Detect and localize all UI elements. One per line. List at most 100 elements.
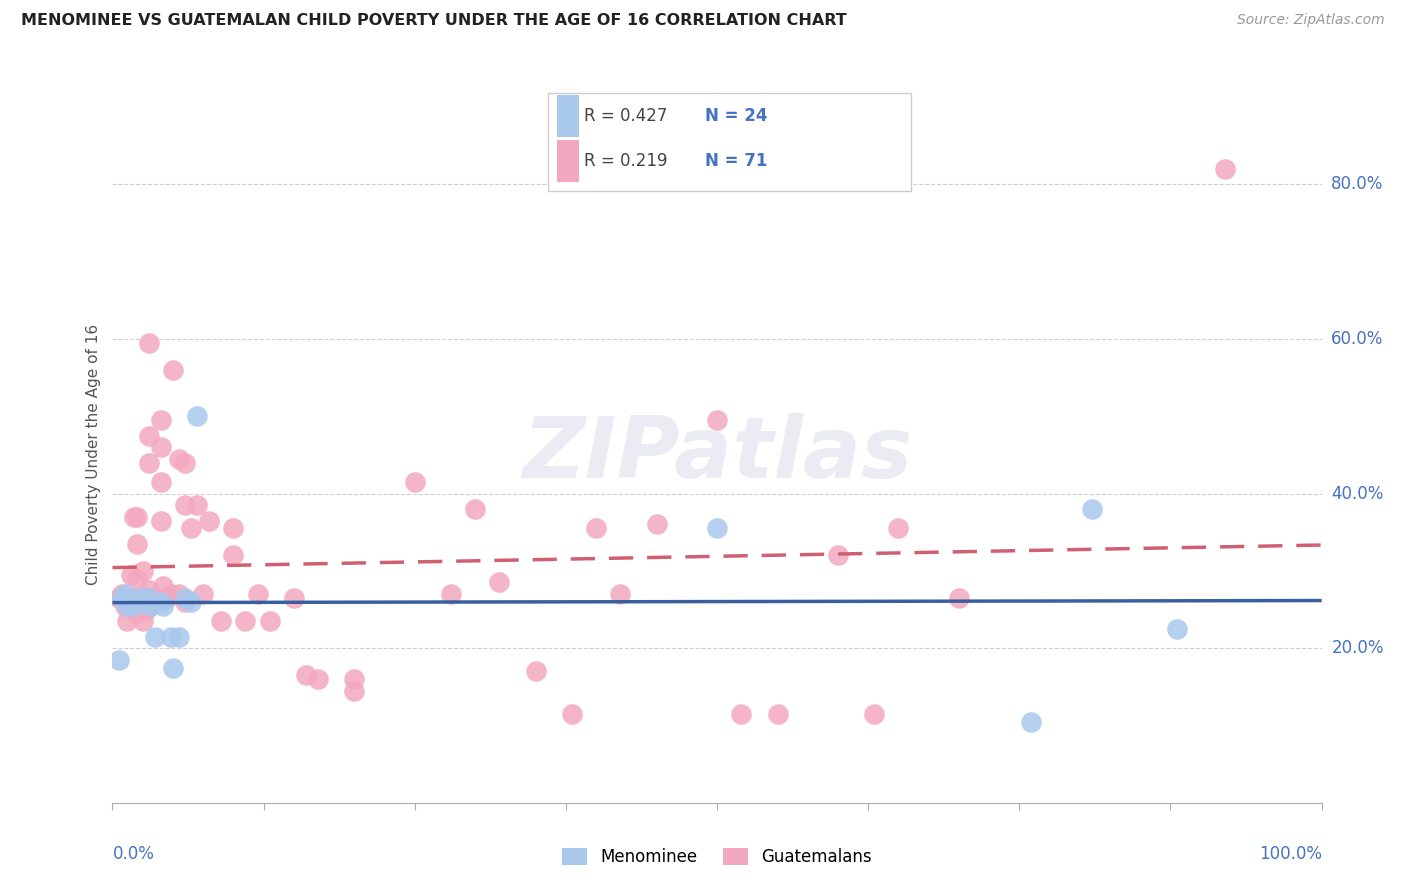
Point — [174, 595, 197, 609]
Point — [706, 521, 728, 535]
Point — [283, 591, 305, 605]
Point — [128, 595, 150, 609]
Point — [152, 579, 174, 593]
Text: ZIPatlas: ZIPatlas — [522, 413, 912, 497]
Point — [186, 498, 208, 512]
Point — [464, 502, 486, 516]
Point — [122, 509, 145, 524]
Text: Source: ZipAtlas.com: Source: ZipAtlas.com — [1237, 13, 1385, 28]
Point — [141, 599, 163, 613]
Point — [180, 595, 202, 609]
Point — [235, 614, 257, 628]
Point — [645, 517, 668, 532]
Point — [135, 602, 157, 616]
Point — [132, 614, 155, 628]
Point — [111, 591, 134, 605]
Point — [114, 591, 136, 605]
Point — [191, 587, 214, 601]
Point — [174, 498, 197, 512]
Text: 60.0%: 60.0% — [1331, 330, 1384, 348]
Point — [174, 456, 197, 470]
Point — [766, 706, 789, 721]
Point — [122, 599, 145, 613]
Point — [143, 630, 166, 644]
Text: R = 0.219: R = 0.219 — [583, 152, 668, 169]
Point — [488, 575, 510, 590]
Text: MENOMINEE VS GUATEMALAN CHILD POVERTY UNDER THE AGE OF 16 CORRELATION CHART: MENOMINEE VS GUATEMALAN CHILD POVERTY UN… — [21, 13, 846, 29]
Text: N = 71: N = 71 — [704, 152, 768, 169]
Point — [222, 521, 245, 535]
Point — [404, 475, 426, 489]
Point — [132, 591, 155, 605]
Point — [125, 607, 148, 621]
Point — [152, 599, 174, 613]
Point — [1166, 622, 1188, 636]
Point — [114, 595, 136, 609]
Point — [1213, 161, 1236, 176]
Point — [138, 428, 160, 442]
Point — [132, 564, 155, 578]
Point — [111, 587, 134, 601]
Point — [343, 672, 366, 686]
Point — [948, 591, 970, 605]
Text: R = 0.427: R = 0.427 — [583, 107, 668, 125]
Point — [159, 587, 181, 601]
Point — [138, 591, 160, 605]
Point — [706, 413, 728, 427]
Point — [149, 514, 172, 528]
Text: 80.0%: 80.0% — [1331, 176, 1384, 194]
Point — [1021, 714, 1043, 729]
Point — [114, 599, 136, 613]
Point — [115, 599, 138, 613]
Text: 100.0%: 100.0% — [1258, 845, 1322, 863]
Point — [114, 587, 136, 601]
Point — [295, 668, 318, 682]
Point — [125, 537, 148, 551]
Text: 20.0%: 20.0% — [1331, 640, 1384, 657]
Point — [120, 595, 142, 609]
Point — [159, 630, 181, 644]
Point — [222, 549, 245, 563]
Point — [730, 706, 752, 721]
Point — [524, 665, 547, 679]
Point — [125, 591, 148, 605]
Point — [167, 630, 190, 644]
Point — [198, 514, 221, 528]
Point — [209, 614, 232, 628]
Point — [887, 521, 910, 535]
Point — [174, 591, 197, 605]
Point — [561, 706, 583, 721]
Legend: Menominee, Guatemalans: Menominee, Guatemalans — [554, 839, 880, 874]
Point — [162, 363, 184, 377]
Point — [132, 591, 155, 605]
Point — [609, 587, 631, 601]
Point — [107, 591, 129, 605]
Point — [128, 591, 150, 605]
Point — [162, 660, 184, 674]
Point — [138, 456, 160, 470]
Point — [120, 591, 142, 605]
Point — [138, 583, 160, 598]
Point — [141, 591, 163, 605]
Text: N = 24: N = 24 — [704, 107, 768, 125]
Point — [149, 475, 172, 489]
Point — [259, 614, 281, 628]
Point — [1081, 502, 1104, 516]
Point — [115, 614, 138, 628]
Point — [156, 591, 179, 605]
Point — [180, 521, 202, 535]
Y-axis label: Child Poverty Under the Age of 16: Child Poverty Under the Age of 16 — [86, 325, 101, 585]
Point — [585, 521, 607, 535]
Point — [167, 451, 190, 466]
Text: 0.0%: 0.0% — [112, 845, 155, 863]
Point — [167, 587, 190, 601]
Point — [149, 595, 172, 609]
Point — [125, 572, 148, 586]
Point — [827, 549, 849, 563]
Point — [246, 587, 269, 601]
Point — [863, 706, 886, 721]
Point — [112, 591, 135, 605]
Text: 40.0%: 40.0% — [1331, 484, 1384, 502]
Point — [120, 567, 142, 582]
Point — [440, 587, 463, 601]
